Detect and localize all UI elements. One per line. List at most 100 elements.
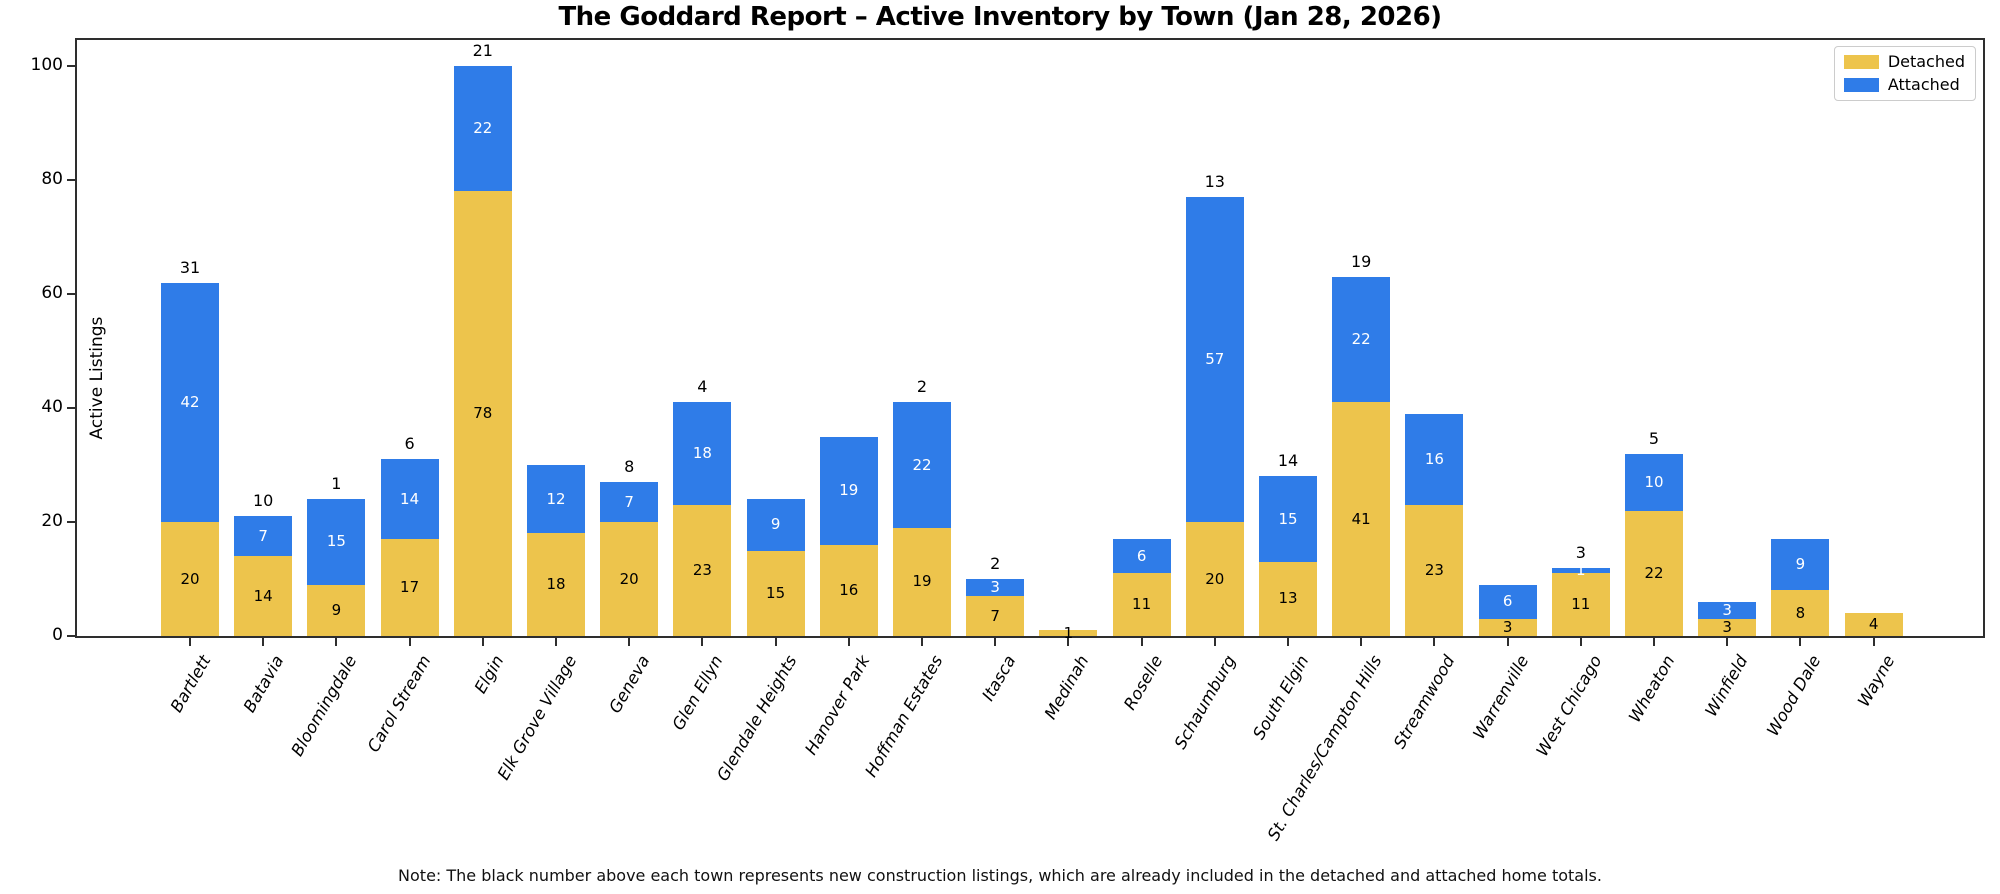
bar-segment-attached: 7: [234, 516, 293, 557]
new-construction-label: 14: [1277, 451, 1299, 471]
x-tick-mark: [1213, 638, 1216, 646]
new-construction-label: 21: [472, 41, 493, 60]
segment-value-label: 9: [1795, 555, 1806, 574]
x-tick-mark: [1579, 638, 1582, 646]
bar-segment-detached: 22: [1625, 510, 1683, 636]
segment-value-label: 17: [400, 578, 420, 597]
new-construction-label: 31: [179, 257, 201, 277]
segment-value-label: 20: [1205, 569, 1225, 588]
new-construction-label: 1: [331, 474, 342, 494]
x-tick-mark: [1140, 638, 1143, 646]
bar-segment-detached: 11: [1551, 573, 1610, 636]
x-tick-mark: [481, 638, 484, 646]
legend: Detached Attached: [1833, 46, 1976, 101]
bar-segment-detached: 18: [527, 533, 585, 636]
x-tick-mark: [262, 638, 265, 646]
y-tick-mark: [67, 635, 75, 637]
bar-segment-detached: 13: [1259, 561, 1317, 636]
segment-value-label: 22: [473, 119, 493, 138]
bar-segment-attached: 3: [966, 578, 1025, 597]
y-tick-label: 0: [52, 625, 63, 645]
bar-segment-attached: 14: [380, 459, 439, 540]
segment-value-label: 22: [1351, 330, 1371, 349]
new-construction-label: 2: [990, 554, 1001, 573]
attached-swatch-icon: [1843, 78, 1879, 92]
segment-value-label: 16: [839, 580, 859, 599]
segment-value-label: 15: [326, 532, 346, 551]
x-tick-mark: [921, 638, 923, 646]
new-construction-label: 5: [1648, 428, 1660, 448]
bar-segment-detached: 15: [746, 550, 805, 636]
plot-area: Active Listings 0 20 40 60 80 100 20 42 31 14 7 10…: [31, 38, 1985, 844]
bar-stack: 15 9: [746, 499, 805, 636]
bar-segment-detached: 20: [161, 522, 219, 636]
bar-segment-detached: 19: [893, 527, 951, 636]
segment-value-label: 15: [766, 583, 786, 602]
y-tick-label: 100: [30, 55, 63, 75]
segment-value-label: 20: [619, 569, 639, 588]
segment-value-label: 13: [1278, 589, 1298, 608]
legend-item-attached: Attached: [1843, 75, 1965, 94]
legend-label-attached: Attached: [1887, 75, 1960, 94]
bar-segment-attached: 57: [1185, 197, 1244, 522]
bar-stack: 19 22 2: [893, 377, 951, 636]
segment-value-label: 12: [546, 489, 566, 508]
segment-value-label: 14: [253, 586, 273, 605]
legend-item-detached: Detached: [1843, 52, 1965, 71]
x-tick-mark: [1360, 638, 1363, 646]
segment-value-label: 23: [1424, 560, 1444, 579]
bar-segment-attached: 22: [1332, 276, 1391, 403]
segment-value-label: 41: [1351, 509, 1371, 528]
legend-label-detached: Detached: [1887, 52, 1965, 71]
bar-stack: 41 22 19: [1332, 252, 1391, 636]
bar-stack: 7 3 2: [966, 554, 1025, 636]
segment-value-label: 11: [1132, 595, 1152, 614]
x-axis-label: Bartlett: [166, 652, 215, 716]
bar-segment-attached: 12: [527, 465, 585, 534]
new-construction-label: 4: [697, 377, 708, 397]
segment-value-label: 9: [331, 600, 342, 619]
bar-stack: 11 1 3: [1551, 543, 1610, 636]
bar-segment-detached: 3: [1478, 618, 1537, 636]
segment-value-label: 7: [624, 492, 634, 511]
bar-segment-attached: 1: [1551, 563, 1610, 577]
segment-value-label: 16: [1424, 449, 1444, 468]
bar-segment-detached: 78: [453, 191, 512, 636]
footnote: Note: The black number above each town r…: [398, 866, 1602, 885]
segment-value-label: 3: [990, 578, 1000, 597]
segment-value-label: 18: [692, 444, 712, 463]
segment-value-label: 78: [473, 404, 493, 423]
segment-value-label: 3: [1722, 600, 1732, 619]
bar-stack: 17 14 6: [380, 434, 439, 636]
new-construction-label: 13: [1204, 172, 1225, 192]
bar-stack: 14 7 10: [234, 491, 293, 636]
new-construction-label: 8: [624, 457, 635, 477]
segment-value-label: 19: [912, 572, 932, 591]
x-tick-mark: [1799, 638, 1802, 646]
bar-stack: 18 12: [527, 465, 585, 636]
segment-value-label: 1: [1063, 623, 1074, 642]
bar-segment-detached: 16: [819, 544, 878, 636]
segment-value-label: 8: [1795, 603, 1806, 622]
x-tick-mark: [189, 638, 191, 646]
new-construction-label: 19: [1351, 251, 1372, 271]
bar-segment-detached: 23: [673, 504, 732, 636]
x-tick-mark: [847, 638, 850, 646]
y-tick-mark: [67, 293, 75, 295]
x-tick-mark: [555, 638, 557, 646]
bar-stack: 20 57 13: [1185, 172, 1244, 636]
x-tick-mark: [1506, 638, 1509, 646]
x-tick-mark: [994, 638, 997, 646]
bar-stack: 20 7 8: [600, 457, 659, 636]
y-tick-label: 80: [41, 169, 63, 189]
segment-value-label: 4: [1868, 615, 1879, 634]
bar-stack: 16 19: [819, 436, 878, 636]
y-axis-label: Active Listings: [87, 316, 107, 440]
segment-value-label: 7: [990, 606, 1000, 625]
bar-stack: 1: [1039, 623, 1098, 642]
bar-segment-attached: 19: [819, 436, 878, 545]
segment-value-label: 22: [912, 455, 932, 474]
segment-value-label: 14: [400, 489, 420, 508]
bar-segment-detached: 3: [1698, 618, 1757, 636]
